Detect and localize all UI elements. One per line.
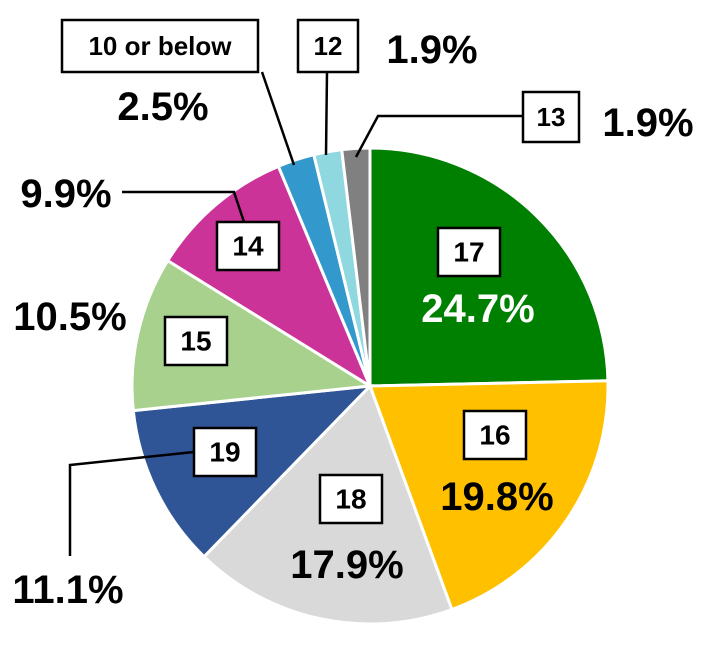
- leader-line-13: [354, 114, 523, 158]
- category-label-box-17: [436, 226, 502, 278]
- pie-slice-13: [340, 146, 372, 387]
- category-label-18: 18: [335, 484, 366, 515]
- percent-label-12: 1.9%: [386, 28, 477, 72]
- category-label-box-10-or-below: [60, 18, 260, 74]
- category-label-box-12: [296, 18, 360, 74]
- pie-slice-16: [367, 379, 610, 612]
- category-label-15: 15: [180, 326, 211, 357]
- category-label-box-16: [462, 409, 528, 461]
- percent-label-17: 24.7%: [421, 287, 534, 331]
- leader-lines: [68, 71, 523, 556]
- category-label-17: 17: [453, 237, 484, 268]
- leader-line-12: [324, 71, 329, 156]
- leader-line-14: [122, 190, 246, 223]
- pie-slice-15: [130, 258, 375, 413]
- slice-labels: 17 24.7% 16 19.8% 18 17.9% 19 11.1% 15 10.5% 14 9.9…: [12, 18, 694, 612]
- category-label-19: 19: [209, 437, 240, 468]
- category-label-box-15: [163, 315, 229, 367]
- percent-label-16: 19.8%: [440, 475, 553, 519]
- category-label-box-13: [521, 90, 581, 144]
- category-label-box-19: [192, 426, 258, 478]
- percent-label-19: 11.1%: [12, 568, 123, 612]
- category-label-13: 13: [537, 102, 566, 132]
- leader-line-19: [68, 450, 195, 556]
- category-label-16: 16: [479, 420, 510, 451]
- leader-line-10-or-below: [260, 71, 296, 166]
- category-label-14: 14: [232, 231, 264, 262]
- percent-label-18: 17.9%: [290, 543, 403, 587]
- category-label-box-14: [215, 220, 281, 272]
- percent-label-14: 9.9%: [20, 172, 111, 216]
- percent-label-15: 10.5%: [13, 295, 126, 339]
- percent-label-13: 1.9%: [602, 101, 693, 145]
- category-label-12: 12: [314, 31, 343, 61]
- category-label-10-or-below: 10 or below: [88, 31, 232, 61]
- percent-label-10-or-below: 2.5%: [117, 85, 208, 129]
- category-label-box-18: [318, 473, 384, 525]
